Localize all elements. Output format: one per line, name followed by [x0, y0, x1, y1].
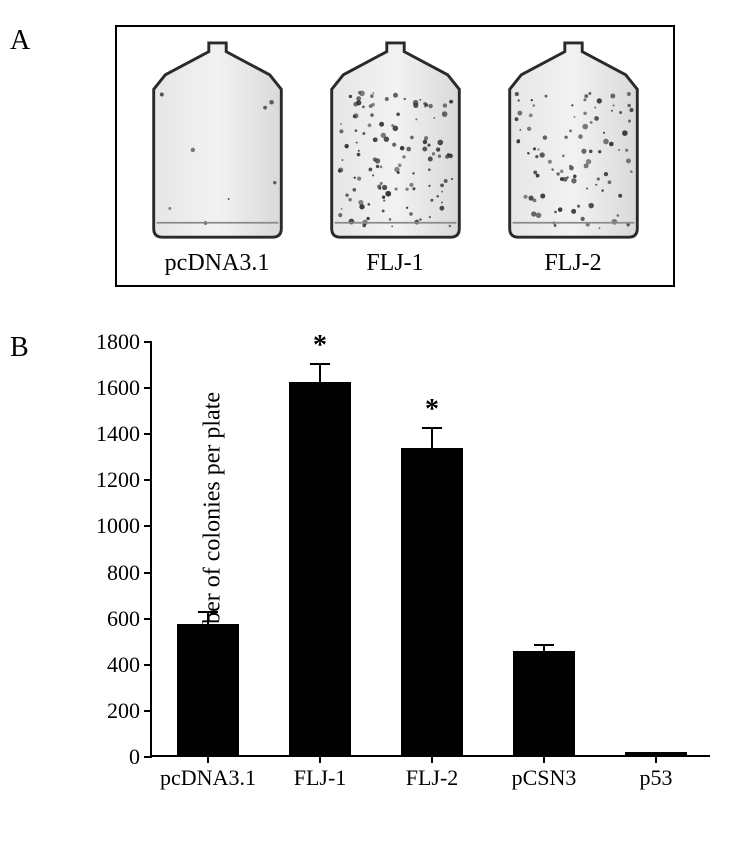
y-tick-label: 400: [85, 652, 140, 678]
flask-image: [501, 39, 646, 244]
plot-area: 020040060080010001200140016001800pcDNA3.…: [150, 342, 710, 757]
chart-bar: [177, 624, 239, 755]
flask-label: pcDNA3.1: [165, 250, 270, 277]
y-tick-label: 1200: [85, 467, 140, 493]
x-tick-label: pcDNA3.1: [160, 765, 256, 791]
significance-marker: *: [425, 394, 439, 426]
x-tick-label: FLJ-2: [406, 765, 459, 791]
y-tick-label: 800: [85, 560, 140, 586]
y-tick-label: 600: [85, 606, 140, 632]
y-tick: [144, 525, 152, 527]
flask-image: [145, 39, 290, 244]
x-tick: [655, 755, 657, 763]
error-cap: [422, 427, 442, 429]
x-tick-label: FLJ-1: [294, 765, 347, 791]
error-cap: [646, 752, 666, 754]
error-bar: [207, 612, 209, 626]
error-bar: [319, 364, 321, 384]
colony-chart: Average number of colonies per plate 020…: [65, 332, 735, 812]
y-tick: [144, 387, 152, 389]
y-tick-label: 0: [85, 744, 140, 770]
flask-column: FLJ-1: [315, 39, 475, 277]
significance-marker: *: [313, 330, 327, 362]
y-tick-label: 1400: [85, 421, 140, 447]
flask-label: FLJ-1: [366, 250, 423, 277]
y-tick: [144, 618, 152, 620]
panel-a: A pcDNA3.1 FLJ-1 FLJ-2: [10, 25, 734, 287]
chart-bar: [513, 651, 575, 755]
y-tick-label: 200: [85, 698, 140, 724]
panel-b-label: B: [10, 332, 29, 364]
flask-label: FLJ-2: [544, 250, 601, 277]
error-cap: [534, 644, 554, 646]
error-bar: [543, 645, 545, 653]
y-tick: [144, 572, 152, 574]
x-tick: [543, 755, 545, 763]
panel-a-label: A: [10, 25, 30, 57]
chart-bar: [289, 382, 351, 756]
y-tick-label: 1800: [85, 329, 140, 355]
x-tick: [319, 755, 321, 763]
flask-column: pcDNA3.1: [137, 39, 297, 277]
y-tick: [144, 479, 152, 481]
error-cap: [198, 611, 218, 613]
y-tick: [144, 433, 152, 435]
error-cap: [310, 363, 330, 365]
panel-a-box: pcDNA3.1 FLJ-1 FLJ-2: [115, 25, 675, 287]
x-tick: [431, 755, 433, 763]
y-tick: [144, 341, 152, 343]
x-tick-label: p53: [640, 765, 673, 791]
y-tick: [144, 664, 152, 666]
panel-b: B Average number of colonies per plate 0…: [10, 332, 734, 812]
flask-column: FLJ-2: [493, 39, 653, 277]
chart-bar: [401, 448, 463, 755]
y-tick: [144, 756, 152, 758]
error-bar: [431, 428, 433, 450]
y-tick: [144, 710, 152, 712]
x-tick-label: pCSN3: [512, 765, 577, 791]
x-tick: [207, 755, 209, 763]
y-tick-label: 1600: [85, 375, 140, 401]
y-tick-label: 1000: [85, 513, 140, 539]
flask-image: [323, 39, 468, 244]
